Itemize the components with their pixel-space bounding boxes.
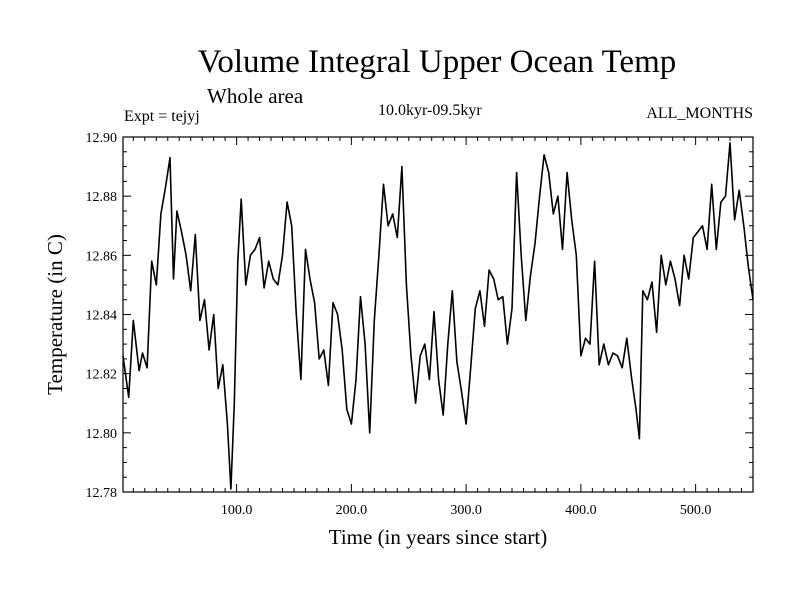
experiment-label: Expt = tejyj <box>124 108 200 125</box>
series-line <box>122 142 754 490</box>
x-tick-label: 400.0 <box>565 503 597 518</box>
season-label: ALL_MONTHS <box>646 105 753 122</box>
y-tick-label: 12.78 <box>86 486 118 501</box>
tick-labels: 100.0 200.0 300.0 400.0 500.0 12.78 12.80 12.82… <box>86 131 712 518</box>
x-axis-label: Time (in years since start) <box>328 525 548 549</box>
y-tick-label: 12.82 <box>86 368 118 383</box>
y-tick-label: 12.84 <box>86 309 118 324</box>
y-axis-label: Temperature (in C) <box>43 234 67 395</box>
y-tick-label: 12.88 <box>86 190 118 205</box>
plot-frame <box>122 136 754 493</box>
x-tick-label: 300.0 <box>450 503 482 518</box>
y-tick-label: 12.86 <box>86 249 118 264</box>
chart-title: Volume Integral Upper Ocean Temp <box>197 44 677 80</box>
y-tick-label: 12.90 <box>86 131 118 146</box>
axis-ticks <box>123 136 754 493</box>
x-tick-label: 100.0 <box>221 503 253 518</box>
period-label: 10.0kyr-09.5kyr <box>378 102 482 119</box>
x-tick-label: 200.0 <box>336 503 368 518</box>
x-tick-label: 500.0 <box>680 503 712 518</box>
chart-subtitle: Whole area <box>207 84 304 108</box>
y-tick-label: 12.80 <box>86 427 118 442</box>
